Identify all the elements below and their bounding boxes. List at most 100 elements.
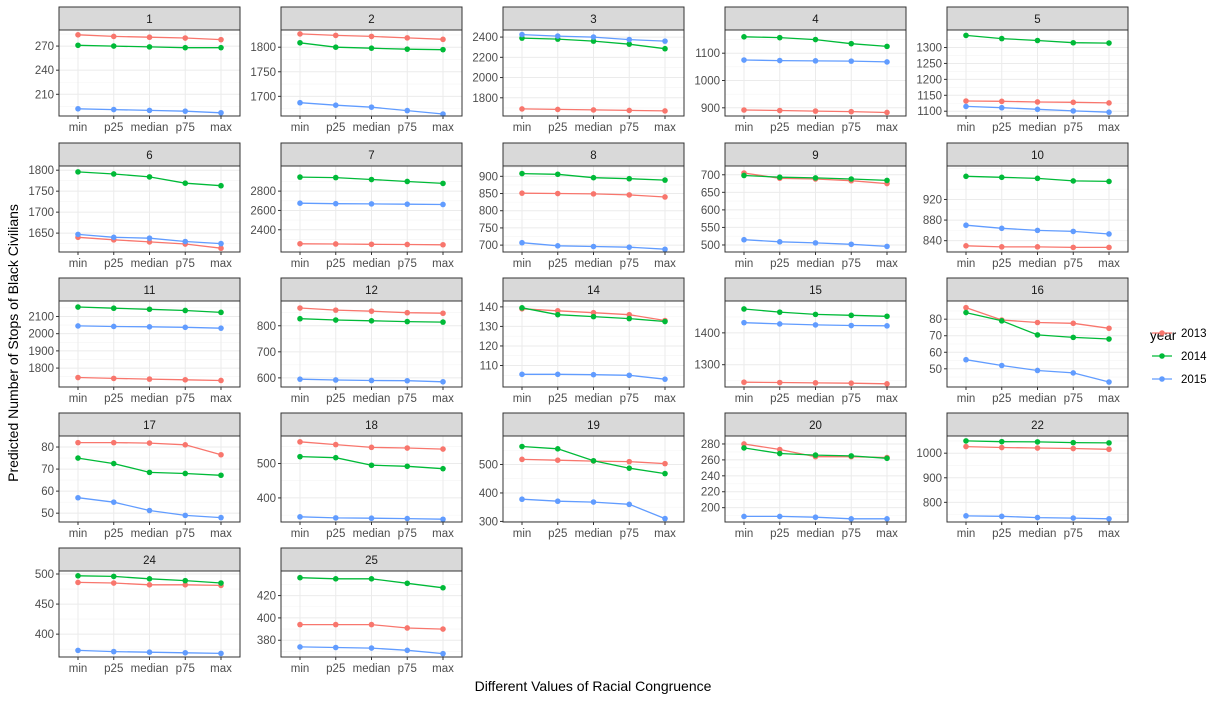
y-tick-label: 2200 xyxy=(472,52,498,64)
panel-border xyxy=(946,435,1129,523)
data-point-2013 xyxy=(884,109,890,116)
data-point-2015 xyxy=(404,647,411,654)
y-tick-label: 260 xyxy=(701,455,720,467)
data-point-2014 xyxy=(998,318,1005,324)
facet-panel-2: 2 1700 1750 1800 min p25 median p75 max xyxy=(250,6,463,134)
data-point-2014 xyxy=(404,318,411,325)
facet-panel-12: 12 600 700 800 min p25 median p75 max xyxy=(257,277,463,405)
data-point-2015 xyxy=(963,222,969,229)
data-point-2014 xyxy=(519,443,525,450)
data-point-2015 xyxy=(741,319,747,326)
facet-panel-18: 18 400 500 min p25 median p75 max xyxy=(257,412,463,540)
data-point-2013 xyxy=(368,33,375,40)
x-axis-title: Different Values of Racial Congruence xyxy=(475,678,712,694)
x-tick-label: p25 xyxy=(548,393,567,405)
legend-key-point xyxy=(1159,330,1165,336)
data-point-2015 xyxy=(146,507,153,514)
x-tick-label: max xyxy=(1098,528,1120,540)
data-point-2015 xyxy=(998,225,1005,232)
data-point-2013 xyxy=(75,32,81,38)
data-point-2015 xyxy=(741,57,747,63)
data-point-2013 xyxy=(1034,445,1041,451)
x-tick-label: median xyxy=(1019,528,1057,540)
data-point-2014 xyxy=(146,576,153,582)
y-tick-label: 110 xyxy=(480,361,498,373)
facet-strip-label: 18 xyxy=(365,420,378,432)
x-tick-label: max xyxy=(432,528,454,540)
data-point-2015 xyxy=(776,321,783,327)
facet-strip-label: 1 xyxy=(146,14,152,26)
data-point-2014 xyxy=(110,171,117,177)
data-point-2015 xyxy=(1070,108,1077,114)
y-tick-label: 600 xyxy=(257,373,276,385)
data-point-2014 xyxy=(182,44,189,51)
data-point-2013 xyxy=(332,32,339,39)
data-point-2014 xyxy=(1034,439,1041,445)
data-point-2014 xyxy=(741,34,747,40)
data-point-2013 xyxy=(776,446,783,453)
data-point-2014 xyxy=(110,573,117,580)
data-point-2013 xyxy=(182,35,189,41)
x-tick-label: max xyxy=(210,258,232,270)
panel-border xyxy=(280,570,463,658)
y-tick-label: 900 xyxy=(479,171,498,183)
panel-border xyxy=(58,165,241,253)
y-tick-label: 1000 xyxy=(916,448,942,460)
y-tick-label: 420 xyxy=(257,591,276,603)
data-point-2015 xyxy=(1106,379,1112,385)
y-tick-label: 1700 xyxy=(28,207,54,219)
legend-entry-2015: 2015 xyxy=(1152,374,1207,386)
data-point-2015 xyxy=(741,513,747,520)
y-tick-label: 1900 xyxy=(28,346,54,358)
y-tick-label: 1650 xyxy=(28,228,54,240)
facet-strip-label: 11 xyxy=(144,285,156,297)
data-point-2014 xyxy=(332,174,339,181)
data-point-2013 xyxy=(590,107,597,113)
facet-panel-24: 24 400 450 500 min p25 median p75 max xyxy=(35,547,241,675)
data-point-2014 xyxy=(848,176,855,182)
x-tick-label: p25 xyxy=(992,122,1011,134)
x-tick-label: p75 xyxy=(398,663,417,675)
y-tick-label: 380 xyxy=(257,635,276,647)
data-point-2015 xyxy=(884,516,890,522)
data-point-2013 xyxy=(963,304,969,311)
facet-strip-label: 20 xyxy=(809,420,822,432)
data-point-2014 xyxy=(1106,40,1112,46)
x-tick-label: median xyxy=(131,393,169,405)
data-point-2015 xyxy=(590,243,597,250)
x-tick-label: max xyxy=(432,122,454,134)
data-point-2015 xyxy=(218,240,224,247)
x-tick-label: median xyxy=(131,258,169,270)
x-tick-label: p25 xyxy=(326,663,345,675)
x-tick-label: p25 xyxy=(326,393,345,405)
facet-panel-11: 11 1800 1900 2000 2100 min p25 median p75 max xyxy=(28,277,241,405)
y-tick-label: 500 xyxy=(479,459,498,471)
data-point-2015 xyxy=(662,38,668,44)
x-tick-label: max xyxy=(432,393,454,405)
facet-strip-label: 3 xyxy=(590,14,596,26)
x-tick-label: p25 xyxy=(104,122,123,134)
facet-strip-label: 8 xyxy=(590,150,596,162)
data-point-2014 xyxy=(368,176,375,183)
y-tick-label: 1200 xyxy=(916,74,942,86)
data-point-2014 xyxy=(1106,336,1112,342)
data-point-2015 xyxy=(554,371,561,378)
y-tick-label: 400 xyxy=(257,613,276,625)
x-tick-label: max xyxy=(654,122,676,134)
data-point-2013 xyxy=(963,443,969,450)
data-point-2015 xyxy=(998,513,1005,520)
data-point-2014 xyxy=(741,445,747,451)
data-point-2014 xyxy=(590,457,597,464)
data-point-2013 xyxy=(404,309,411,316)
data-point-2014 xyxy=(626,41,633,47)
x-tick-label: p75 xyxy=(1064,122,1083,134)
data-point-2013 xyxy=(662,194,668,200)
data-point-2013 xyxy=(440,241,446,248)
data-point-2015 xyxy=(297,644,303,650)
data-point-2015 xyxy=(404,201,411,207)
data-point-2013 xyxy=(440,446,446,452)
data-point-2014 xyxy=(297,453,303,460)
data-point-2013 xyxy=(182,582,189,588)
y-tick-label: 880 xyxy=(923,215,942,227)
facet-strip-label: 25 xyxy=(365,555,378,567)
